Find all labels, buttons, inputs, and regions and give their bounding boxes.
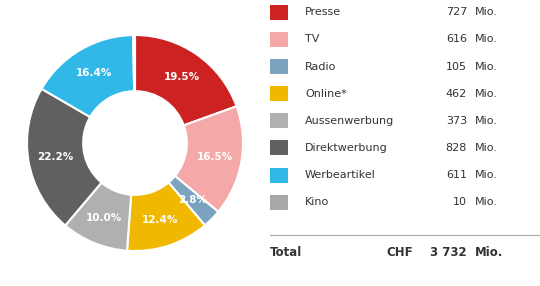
Text: Aussenwerbung: Aussenwerbung bbox=[305, 116, 394, 126]
Wedge shape bbox=[65, 182, 131, 251]
Text: Mio.: Mio. bbox=[475, 116, 498, 126]
Wedge shape bbox=[127, 182, 205, 251]
FancyBboxPatch shape bbox=[270, 86, 288, 101]
Text: 16.4%: 16.4% bbox=[76, 68, 112, 78]
Text: Mio.: Mio. bbox=[475, 61, 498, 72]
Text: 16.5%: 16.5% bbox=[197, 152, 233, 162]
Text: 462: 462 bbox=[446, 89, 467, 99]
Text: Mio.: Mio. bbox=[475, 170, 498, 180]
FancyBboxPatch shape bbox=[270, 168, 288, 182]
Text: Werbeartikel: Werbeartikel bbox=[305, 170, 376, 180]
FancyBboxPatch shape bbox=[270, 5, 288, 19]
Wedge shape bbox=[133, 35, 135, 91]
Wedge shape bbox=[175, 106, 243, 212]
Text: Online*: Online* bbox=[305, 89, 347, 99]
Wedge shape bbox=[135, 35, 237, 125]
Text: 10: 10 bbox=[453, 197, 467, 207]
FancyBboxPatch shape bbox=[270, 32, 288, 47]
Text: 19.5%: 19.5% bbox=[164, 72, 200, 82]
Text: 611: 611 bbox=[446, 170, 467, 180]
Text: 22.2%: 22.2% bbox=[37, 152, 73, 162]
Text: Mio.: Mio. bbox=[475, 143, 498, 153]
Text: CHF: CHF bbox=[386, 246, 413, 259]
Text: Kino: Kino bbox=[305, 197, 329, 207]
Text: 2.8%: 2.8% bbox=[178, 195, 207, 205]
Text: 373: 373 bbox=[446, 116, 467, 126]
FancyBboxPatch shape bbox=[270, 59, 288, 74]
Text: Mio.: Mio. bbox=[475, 34, 498, 44]
Text: 828: 828 bbox=[446, 143, 467, 153]
Text: 10.0%: 10.0% bbox=[86, 213, 123, 223]
Text: Mio.: Mio. bbox=[475, 7, 498, 17]
Wedge shape bbox=[42, 35, 134, 117]
Text: Radio: Radio bbox=[305, 61, 336, 72]
FancyBboxPatch shape bbox=[270, 140, 288, 155]
FancyBboxPatch shape bbox=[270, 113, 288, 128]
Text: 616: 616 bbox=[446, 34, 467, 44]
Wedge shape bbox=[27, 89, 102, 225]
Text: Mio.: Mio. bbox=[475, 197, 498, 207]
Text: Total: Total bbox=[270, 246, 302, 259]
Text: 727: 727 bbox=[446, 7, 467, 17]
Text: Presse: Presse bbox=[305, 7, 341, 17]
Text: Mio.: Mio. bbox=[475, 246, 504, 259]
Text: 12.4%: 12.4% bbox=[142, 215, 178, 225]
Text: TV: TV bbox=[305, 34, 320, 44]
Text: Direktwerbung: Direktwerbung bbox=[305, 143, 388, 153]
FancyBboxPatch shape bbox=[270, 195, 288, 210]
Text: 105: 105 bbox=[446, 61, 467, 72]
Wedge shape bbox=[168, 176, 218, 225]
Text: 3 732: 3 732 bbox=[430, 246, 467, 259]
Text: Mio.: Mio. bbox=[475, 89, 498, 99]
